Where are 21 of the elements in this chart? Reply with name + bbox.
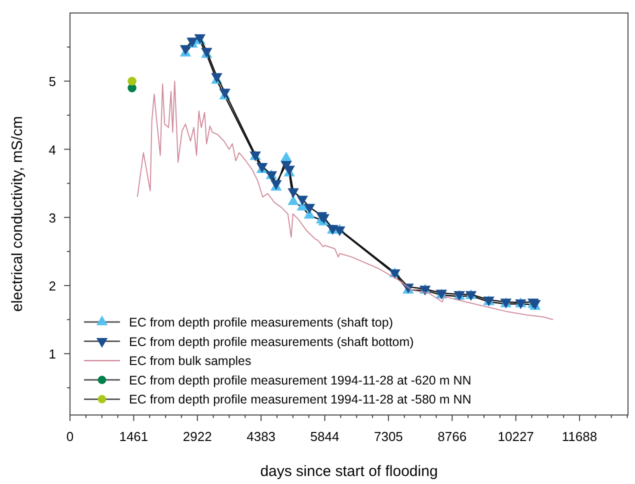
x-tick-label: 8766 xyxy=(438,429,467,444)
x-tick-label: 4383 xyxy=(246,429,276,444)
x-tick-label: 10227 xyxy=(498,429,534,444)
x-tick-label: 5844 xyxy=(310,429,340,444)
y-tick-label: 2 xyxy=(48,278,56,294)
x-tick-label: 0 xyxy=(66,429,74,444)
legend-label: EC from depth profile measurement 1994-11-28 at -580 m NN xyxy=(129,392,472,407)
y-tick-label: 5 xyxy=(48,74,56,90)
legend-label: EC from depth profile measurement 1994-11-28 at -620 m NN xyxy=(129,373,472,388)
x-tick-label: 1461 xyxy=(119,429,148,444)
x-tick-label: 2922 xyxy=(182,429,212,444)
legend-label: EC from depth profile measurements (shaft top) xyxy=(129,316,394,330)
y-axis-title: electrical conductivity, mS/cm xyxy=(9,116,26,312)
y-tick-label: 3 xyxy=(48,210,56,226)
legend-label: EC from depth profile measurements (shaft bottom) xyxy=(129,334,414,349)
x-tick-label: 11688 xyxy=(562,429,598,444)
x-tick-label: 7305 xyxy=(374,429,403,444)
legend-label: EC from bulk samples xyxy=(129,354,252,368)
y-tick-label: 1 xyxy=(48,346,56,362)
x-axis-title: days since start of flooding xyxy=(260,463,438,480)
y-tick-label: 4 xyxy=(48,142,56,158)
